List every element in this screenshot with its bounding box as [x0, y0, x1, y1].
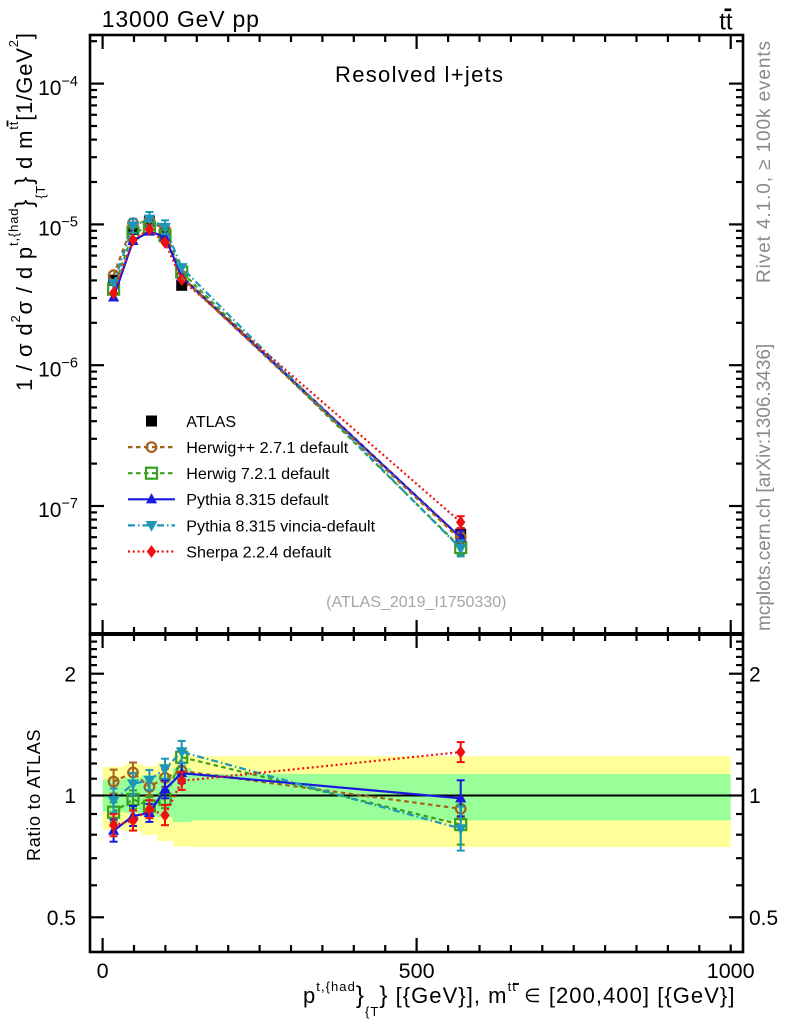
svg-text:Pythia 8.315 default: Pythia 8.315 default	[186, 491, 329, 509]
svg-text:2: 2	[749, 663, 761, 686]
svg-text:10−7: 10−7	[38, 496, 78, 522]
svg-text:500: 500	[399, 959, 435, 983]
svg-text:1: 1	[64, 785, 76, 808]
svg-text:Pythia 8.315 vincia-default: Pythia 8.315 vincia-default	[186, 517, 375, 535]
svg-text:0.5: 0.5	[47, 907, 76, 930]
svg-text:Herwig++ 2.7.1 default: Herwig++ 2.7.1 default	[186, 439, 348, 457]
svg-text:Rivet 4.1.0, ≥ 100k events: Rivet 4.1.0, ≥ 100k events	[754, 40, 775, 283]
svg-text:mcplots.cern.ch [arXiv:1306.34: mcplots.cern.ch [arXiv:1306.3436]	[754, 344, 775, 631]
svg-text:Ratio to ATLAS: Ratio to ATLAS	[24, 729, 44, 861]
svg-text:2: 2	[64, 663, 76, 686]
svg-text:tt: tt	[719, 9, 733, 36]
svg-text:Sherpa 2.2.4 default: Sherpa 2.2.4 default	[186, 543, 331, 561]
svg-text:0: 0	[97, 959, 109, 983]
svg-text:13000 GeV pp: 13000 GeV pp	[102, 6, 260, 32]
svg-text:0.5: 0.5	[749, 907, 778, 930]
svg-text:ATLAS: ATLAS	[186, 413, 236, 431]
svg-text:1000: 1000	[707, 959, 755, 983]
svg-text:Resolved l+jets: Resolved l+jets	[335, 62, 504, 87]
svg-text:(ATLAS_2019_I1750330): (ATLAS_2019_I1750330)	[326, 594, 506, 611]
svg-text:1: 1	[749, 785, 761, 808]
svg-text:10−5: 10−5	[38, 215, 78, 241]
svg-text:Herwig 7.2.1 default: Herwig 7.2.1 default	[186, 465, 330, 483]
